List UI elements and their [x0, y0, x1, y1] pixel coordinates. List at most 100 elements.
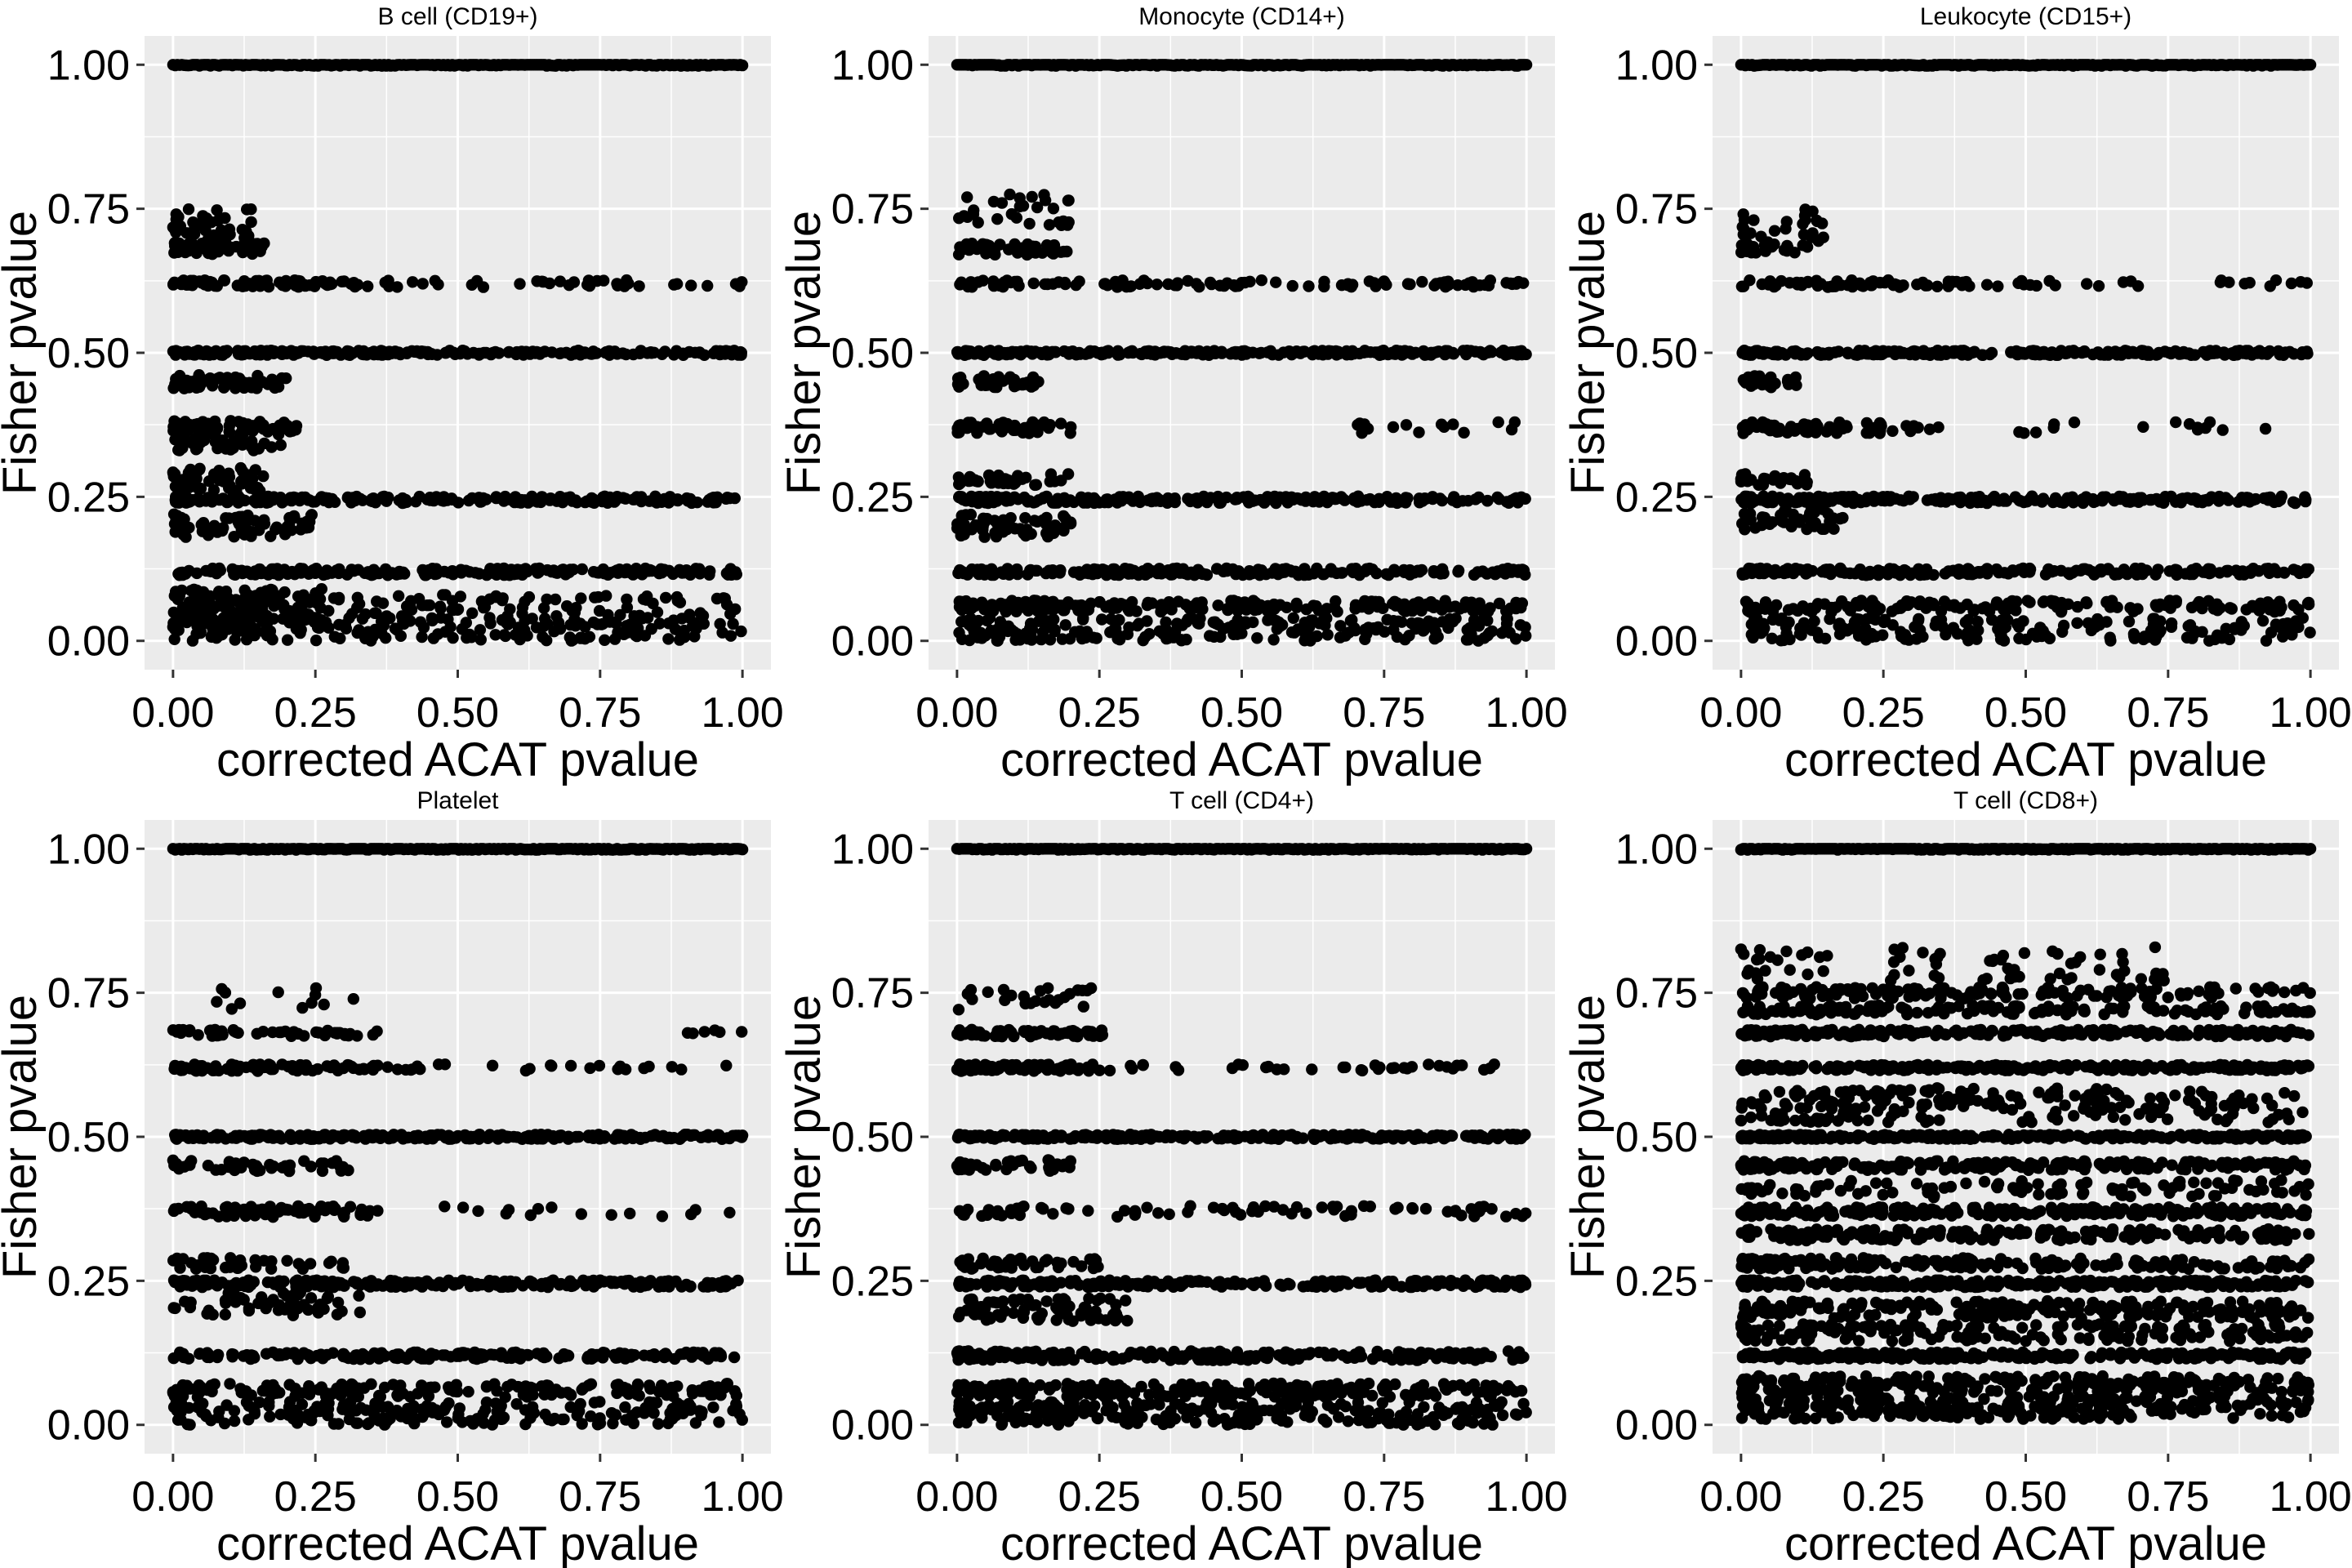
- data-point: [650, 497, 663, 509]
- data-point: [223, 223, 236, 235]
- data-point: [1866, 492, 1879, 506]
- data-point: [521, 630, 533, 642]
- data-point: [249, 568, 261, 581]
- data-point: [310, 635, 323, 647]
- data-point: [1413, 426, 1425, 439]
- data-point: [552, 617, 565, 629]
- data-point: [205, 216, 217, 229]
- data-point: [240, 225, 252, 238]
- data-point: [1892, 346, 1904, 359]
- data-point: [2029, 349, 2042, 361]
- data-point: [1811, 345, 1824, 359]
- data-point: [442, 613, 454, 626]
- data-point: [2121, 345, 2133, 358]
- data-point: [1956, 349, 1968, 361]
- data-point: [1806, 227, 1819, 239]
- data-point: [226, 563, 238, 576]
- data-point: [541, 635, 553, 647]
- data-point: [1124, 345, 1137, 358]
- data-point: [2259, 422, 2272, 435]
- data-point: [258, 237, 270, 250]
- data-point: [247, 444, 260, 457]
- data-point: [1036, 247, 1049, 259]
- data-point: [416, 564, 429, 577]
- data-point: [1073, 275, 1085, 287]
- data-point: [505, 564, 518, 576]
- data-point: [662, 633, 675, 645]
- data-point: [2075, 346, 2088, 359]
- data-point: [171, 416, 183, 429]
- data-point: [972, 216, 984, 229]
- data-point: [2158, 345, 2172, 358]
- data-point: [994, 238, 1006, 251]
- data-point: [582, 274, 595, 287]
- data-point: [189, 440, 202, 452]
- data-point: [2154, 493, 2166, 506]
- data-point: [1741, 490, 1753, 503]
- data-point: [1416, 275, 1428, 288]
- data-point: [1795, 277, 1807, 289]
- data-point: [2212, 346, 2225, 359]
- data-point: [2081, 278, 2093, 290]
- data-point: [363, 568, 375, 580]
- data-point: [351, 591, 363, 604]
- data-point: [406, 345, 418, 357]
- data-point: [1108, 623, 1120, 635]
- data-point: [351, 601, 363, 614]
- data-point: [209, 279, 221, 292]
- data-point: [1867, 346, 1879, 359]
- data-point: [238, 584, 251, 596]
- data-point: [200, 564, 212, 577]
- data-point: [1205, 492, 1217, 504]
- data-points: [167, 59, 749, 647]
- data-point: [1360, 626, 1372, 639]
- data-point: [1881, 491, 1894, 503]
- data-point: [278, 528, 292, 541]
- data-point: [446, 604, 458, 616]
- data-point: [294, 563, 306, 575]
- data-point: [364, 495, 377, 507]
- data-point: [265, 583, 277, 596]
- data-point: [2215, 274, 2228, 287]
- data-point: [703, 568, 715, 581]
- data-point: [727, 617, 739, 630]
- data-point: [671, 494, 684, 507]
- data-point: [1303, 280, 1315, 292]
- data-point: [197, 210, 209, 222]
- data-point: [1027, 497, 1040, 509]
- data-point: [598, 274, 610, 287]
- data-point: [1756, 378, 1769, 391]
- data-point: [477, 281, 490, 293]
- data-point: [2201, 345, 2213, 359]
- data-point: [1141, 277, 1154, 290]
- data-point: [1963, 280, 1976, 292]
- data-point: [1442, 345, 1454, 358]
- data-point: [1041, 278, 1054, 291]
- data-point: [501, 618, 514, 630]
- data-point: [218, 381, 230, 394]
- data-point: [502, 346, 514, 359]
- data-point: [1058, 510, 1070, 523]
- data-point: [621, 274, 633, 287]
- data-point: [1025, 528, 1037, 540]
- data-point: [2295, 276, 2307, 288]
- data-point: [1348, 621, 1361, 635]
- data-point: [1281, 601, 1293, 613]
- data-point: [1846, 274, 1858, 287]
- data-point: [1452, 564, 1465, 577]
- data-point: [261, 274, 273, 287]
- data-point: [167, 470, 180, 483]
- data-point: [964, 416, 978, 429]
- data-point: [1940, 348, 1953, 360]
- data-point: [2185, 349, 2198, 361]
- data-point: [185, 274, 197, 287]
- data-point: [1025, 345, 1037, 358]
- data-point: [310, 275, 322, 288]
- data-point: [1878, 276, 1891, 289]
- data-point: [1748, 214, 1760, 226]
- data-point: [1061, 245, 1073, 258]
- data-point: [1012, 596, 1025, 609]
- data-point: [1214, 497, 1227, 509]
- y-axis-title: Fisher pvalue: [0, 211, 47, 495]
- data-point: [169, 434, 181, 446]
